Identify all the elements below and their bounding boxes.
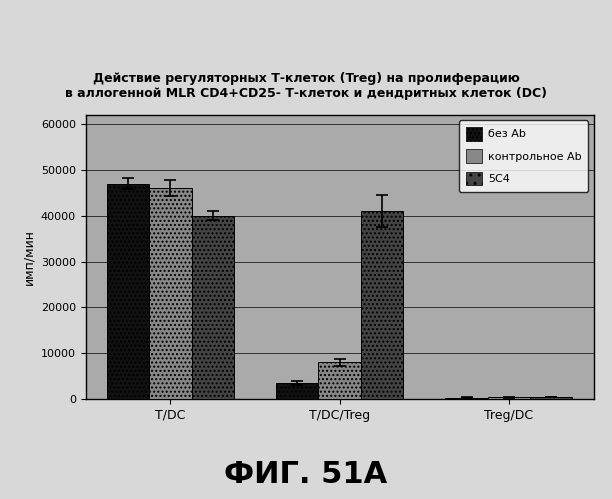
Bar: [107, 184, 149, 399]
Bar: [446, 398, 488, 399]
Bar: [318, 362, 361, 399]
Bar: [488, 397, 530, 399]
Text: Действие регуляторных Т-клеток (Treg) на пролиферацию
в аллогенной MLR CD4+CD25-: Действие регуляторных Т-клеток (Treg) на…: [65, 72, 547, 100]
Bar: [149, 188, 192, 399]
Bar: [276, 383, 318, 399]
Bar: [361, 211, 403, 399]
Y-axis label: имп/мин: имп/мин: [22, 229, 35, 285]
Legend: без Ab, контрольное Ab, 5C4: без Ab, контрольное Ab, 5C4: [459, 120, 588, 192]
Text: ФИГ. 51А: ФИГ. 51А: [225, 460, 387, 489]
Bar: [530, 397, 572, 399]
Bar: [192, 216, 234, 399]
